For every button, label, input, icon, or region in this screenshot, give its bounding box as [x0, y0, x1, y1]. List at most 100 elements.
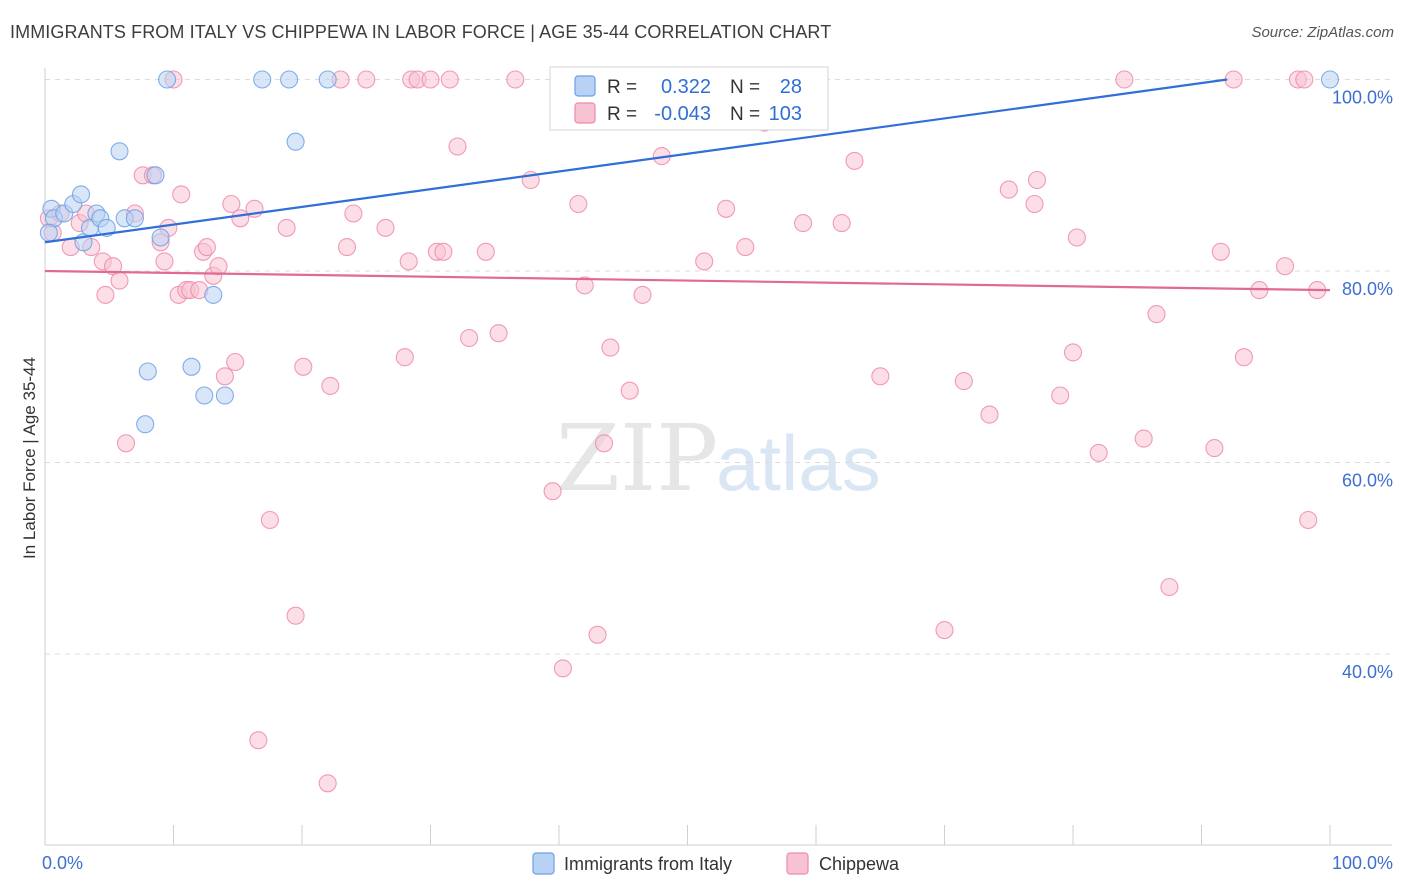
point-chippewa [277, 218, 296, 237]
point-chippewa [209, 257, 228, 276]
chart-title: IMMIGRANTS FROM ITALY VS CHIPPEWA IN LAB… [10, 22, 832, 42]
legend-label-chippewa: Chippewa [819, 854, 900, 874]
point-italy [71, 185, 91, 204]
point-chippewa [1134, 429, 1153, 448]
point-italy [253, 70, 272, 89]
point-chippewa [695, 252, 714, 271]
point-chippewa [594, 434, 614, 453]
point-chippewa [395, 348, 414, 367]
point-italy [286, 132, 305, 151]
point-chippewa [321, 376, 340, 395]
point-chippewa [344, 204, 363, 223]
point-italy [138, 362, 157, 381]
y-tick-label: 80.0% [1342, 279, 1393, 299]
trend-line-chippewa [44, 269, 1331, 292]
point-chippewa [1299, 510, 1318, 530]
x-tick-label: 100.0% [1332, 853, 1393, 873]
y-tick-label: 100.0% [1332, 88, 1393, 108]
point-chippewa [116, 434, 136, 453]
point-chippewa [489, 324, 508, 343]
stats-n-value-italy: 28 [780, 76, 802, 98]
point-chippewa [440, 70, 459, 89]
y-tick-labels: 40.0% 60.0% 80.0% 100.0% [1332, 88, 1393, 683]
stats-r-label-italy: R = [607, 77, 637, 98]
point-italy [195, 386, 214, 405]
point-chippewa [357, 70, 376, 89]
point-italy [136, 415, 155, 434]
series-legend: Immigrants from Italy Chippewa [532, 852, 900, 875]
point-chippewa [553, 659, 572, 678]
point-chippewa [260, 510, 279, 530]
stats-legend-box [549, 66, 829, 131]
point-chippewa [736, 238, 755, 257]
point-chippewa [294, 357, 313, 376]
point-chippewa [1205, 439, 1224, 458]
point-chippewa [1027, 170, 1047, 190]
point-chippewa [96, 285, 115, 304]
point-chippewa [954, 372, 973, 391]
point-chippewa [318, 774, 337, 793]
point-italy [204, 285, 223, 304]
point-chippewa [1147, 305, 1166, 324]
y-tick-label: 60.0% [1342, 471, 1393, 491]
point-italy [280, 70, 299, 89]
point-chippewa [1160, 577, 1179, 597]
point-chippewa [222, 194, 241, 214]
point-chippewa [337, 238, 357, 257]
point-chippewa [543, 482, 562, 501]
point-chippewa [832, 214, 851, 233]
gridlines [45, 79, 1392, 655]
point-chippewa [575, 276, 594, 295]
trend-line-italy [44, 78, 1228, 244]
point-chippewa [935, 621, 954, 640]
point-chippewa [1295, 70, 1314, 89]
point-chippewa [1063, 343, 1083, 362]
stats-legend: R = 0.322 N = 28 R = -0.043 N = 103 [549, 66, 829, 131]
point-chippewa [1089, 443, 1108, 462]
stats-n-label-italy: N = [730, 77, 760, 98]
point-chippewa [1051, 386, 1070, 405]
stats-r-value-italy: 0.322 [661, 76, 711, 98]
y-tick-label: 40.0% [1342, 662, 1393, 682]
trend-lines [44, 78, 1331, 292]
point-chippewa [601, 338, 620, 357]
stats-legend-swatch-italy [574, 75, 596, 97]
point-chippewa [1115, 70, 1134, 89]
source-label: Source: ZipAtlas.com [1251, 24, 1394, 41]
point-chippewa [249, 731, 268, 750]
point-italy [110, 142, 129, 161]
point-chippewa [620, 381, 639, 400]
point-chippewa [434, 242, 453, 261]
point-chippewa [717, 199, 736, 218]
point-chippewa [588, 625, 607, 644]
point-chippewa [476, 242, 495, 261]
stats-r-value-chippewa: -0.043 [654, 103, 711, 125]
legend-label-italy: Immigrants from Italy [564, 854, 732, 874]
point-chippewa [1275, 257, 1295, 276]
stats-n-label-chippewa: N = [730, 104, 760, 125]
point-chippewa [197, 238, 216, 257]
legend-swatch-chippewa [786, 852, 809, 875]
point-chippewa [1067, 228, 1086, 247]
point-chippewa [421, 70, 440, 89]
legend-swatch-italy [532, 852, 555, 875]
point-chippewa [506, 70, 525, 89]
point-italy [1320, 70, 1340, 89]
point-italy [151, 228, 170, 247]
point-chippewa [448, 137, 467, 156]
stats-n-value-chippewa: 103 [769, 103, 802, 125]
point-chippewa [155, 252, 174, 271]
point-chippewa [460, 328, 479, 348]
stats-r-label-chippewa: R = [607, 104, 637, 125]
point-chippewa [1224, 70, 1243, 89]
point-italy [39, 223, 58, 242]
point-chippewa [871, 367, 890, 386]
watermark-zip: ZIP [556, 405, 718, 512]
point-italy [146, 166, 165, 185]
point-italy [215, 386, 234, 405]
point-chippewa [980, 405, 999, 424]
point-chippewa [376, 218, 395, 237]
point-italy [125, 209, 144, 228]
point-chippewa [399, 252, 418, 271]
